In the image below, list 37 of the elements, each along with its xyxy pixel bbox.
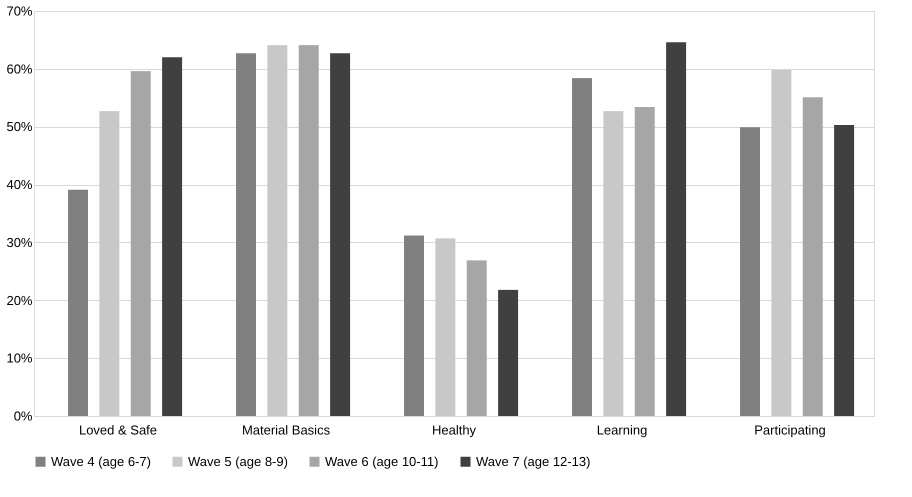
bar (162, 57, 182, 416)
legend-label: Wave 4 (age 6-7) (51, 454, 151, 469)
bar (435, 238, 456, 416)
legend-label: Wave 5 (age 8-9) (188, 454, 288, 469)
bar (130, 71, 151, 416)
bar (771, 70, 792, 416)
y-tick-label: 0% (14, 408, 33, 424)
x-tick-label: Material Basics (242, 422, 331, 438)
bar (466, 260, 487, 416)
y-tick-label: 20% (6, 292, 33, 308)
bar (404, 235, 424, 416)
x-tick-label: Healthy (432, 422, 477, 438)
bar (267, 45, 288, 416)
y-tick-label: 50% (6, 119, 33, 134)
bar (236, 53, 256, 416)
bar (99, 111, 120, 416)
y-tick-label: 60% (6, 61, 33, 76)
bar (634, 107, 655, 416)
y-tick-label: 70% (6, 4, 33, 18)
x-tick-label: Participating (754, 422, 826, 438)
y-tick-label: 30% (6, 234, 33, 250)
bar (740, 127, 760, 416)
x-tick-label: Learning (596, 422, 648, 438)
y-tick-label: 40% (6, 177, 33, 192)
bar (666, 42, 686, 416)
bar (330, 53, 350, 416)
y-tick-label: 10% (6, 350, 33, 366)
legend-label: Wave 6 (age 10-11) (325, 454, 438, 469)
bar (802, 97, 823, 416)
bar (834, 124, 854, 416)
bar (498, 290, 518, 416)
bar (572, 78, 592, 416)
bar (298, 45, 319, 416)
bar (603, 111, 624, 416)
x-tick-label: Loved & Safe (78, 422, 158, 438)
bar (68, 190, 88, 416)
legend-label: Wave 7 (age 12-13) (476, 454, 590, 469)
